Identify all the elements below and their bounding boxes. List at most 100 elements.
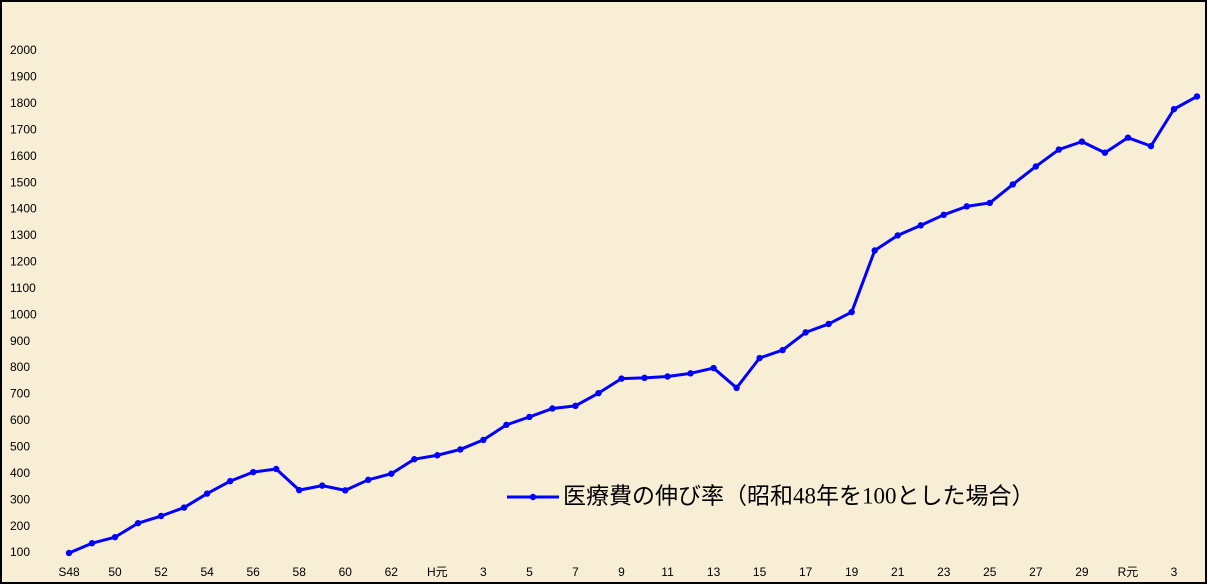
y-tick-label: 500 (10, 439, 30, 453)
series-marker (940, 211, 947, 219)
series-marker (319, 482, 326, 489)
series-marker (249, 468, 257, 476)
y-tick-label: 200 (10, 519, 30, 533)
x-tick-label: 17 (799, 565, 813, 579)
series-marker (111, 533, 119, 541)
y-tick-label: 1500 (10, 175, 37, 189)
y-tick-label: 1800 (10, 96, 37, 110)
x-tick-label: 54 (200, 565, 214, 579)
x-tick-label: 9 (618, 565, 625, 579)
series-marker (733, 384, 740, 392)
series-marker (365, 476, 372, 484)
series-marker (1124, 134, 1132, 141)
series-marker (157, 512, 165, 520)
series-marker (917, 222, 924, 229)
series-marker (88, 540, 96, 547)
series-marker (388, 470, 395, 477)
series-marker (226, 477, 234, 485)
series-marker (134, 519, 142, 527)
series-marker (664, 373, 671, 380)
y-tick-label: 1100 (10, 281, 36, 295)
series-marker (1009, 181, 1017, 188)
series-marker (595, 389, 602, 397)
series-marker (572, 402, 579, 410)
x-tick-label: R元 (1118, 565, 1139, 579)
series-marker (296, 486, 303, 494)
y-tick-label: 1300 (10, 228, 37, 242)
legend-label: 医療費の伸び率（昭和48年を100とした場合） (563, 483, 1035, 508)
series-marker (802, 329, 809, 336)
x-tick-label: 19 (845, 565, 859, 579)
x-tick-label: H元 (427, 565, 448, 579)
y-tick-label: 1600 (10, 149, 37, 163)
y-tick-label: 700 (10, 387, 30, 401)
series-marker (779, 346, 786, 354)
x-tick-label: 62 (385, 565, 399, 579)
x-tick-label: 27 (1029, 565, 1043, 579)
series-marker (272, 465, 280, 473)
x-tick-label: 15 (753, 565, 767, 579)
x-tick-label: 50 (108, 565, 122, 579)
series-marker (963, 203, 970, 210)
series-marker (1078, 138, 1086, 145)
series-marker (618, 375, 625, 382)
series-marker (411, 456, 418, 463)
series-marker (549, 405, 556, 412)
x-tick-label: 3 (1171, 565, 1178, 579)
x-tick-label: 56 (246, 565, 260, 579)
y-tick-label: 800 (10, 360, 30, 374)
series-marker (526, 413, 533, 421)
x-tick-label: 7 (572, 565, 579, 579)
series-marker (986, 199, 994, 207)
series-marker (756, 354, 763, 362)
y-tick-label: 300 (10, 492, 30, 506)
series-marker (65, 549, 73, 557)
y-tick-label: 1400 (10, 202, 37, 216)
y-tick-label: 100 (10, 545, 30, 559)
x-tick-label: 13 (707, 565, 721, 579)
x-tick-label: 23 (937, 565, 951, 579)
series-marker (871, 247, 878, 254)
y-tick-label: 900 (10, 334, 30, 348)
y-tick-label: 1700 (10, 122, 37, 136)
series-marker (1170, 105, 1178, 113)
y-tick-label: 2000 (10, 43, 37, 57)
x-tick-label: 11 (661, 565, 674, 579)
y-tick-label: 400 (10, 466, 30, 480)
series-marker (1032, 163, 1040, 170)
x-tick-label: 25 (983, 565, 997, 579)
series-marker (203, 490, 211, 497)
series-marker (641, 374, 648, 382)
series-marker (1101, 149, 1109, 156)
x-tick-label: 3 (480, 565, 487, 579)
x-tick-label: 29 (1075, 565, 1089, 579)
series-marker (1055, 146, 1063, 153)
series-marker (503, 421, 510, 429)
x-tick-label: S48 (58, 565, 80, 579)
y-tick-label: 600 (10, 413, 30, 427)
series-marker (848, 308, 855, 316)
x-tick-label: 60 (339, 565, 353, 579)
y-tick-label: 1200 (10, 255, 37, 269)
series-line (68, 95, 1198, 555)
y-tick-label: 1000 (10, 307, 37, 321)
series-marker (687, 370, 694, 377)
x-tick-label: 5 (526, 565, 533, 579)
legend-marker (529, 493, 537, 501)
series-marker (825, 320, 832, 328)
series-marker (710, 364, 717, 372)
series-marker (434, 452, 441, 459)
series-marker (180, 504, 188, 511)
x-tick-label: 21 (891, 565, 905, 579)
series-marker (457, 446, 464, 453)
series-marker (1147, 142, 1155, 150)
x-tick-label: 52 (154, 565, 168, 579)
x-tick-label: 58 (293, 565, 307, 579)
series-marker (1193, 93, 1201, 100)
series-marker (894, 232, 901, 239)
series-marker (342, 487, 349, 494)
series-marker (480, 436, 487, 444)
y-tick-label: 1900 (10, 70, 37, 84)
